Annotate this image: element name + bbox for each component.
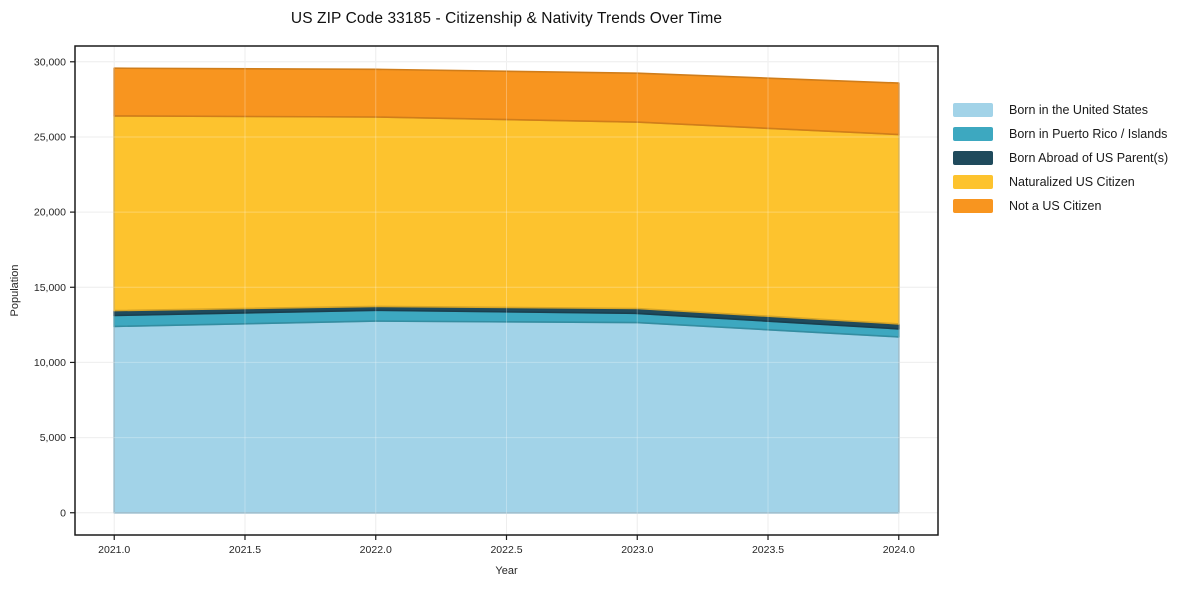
- legend-swatch: [953, 198, 993, 213]
- legend-swatch: [953, 174, 993, 189]
- x-axis-label: Year: [495, 565, 518, 577]
- y-tick-label: 25,000: [34, 131, 66, 143]
- x-tick-label: 2022.0: [360, 544, 392, 556]
- x-tick-label: 2021.0: [98, 544, 130, 556]
- legend: Born in the United States Born in Puerto …: [953, 102, 1168, 213]
- area-not-a-us-citizen: [113, 67, 900, 136]
- legend-swatch: [953, 126, 993, 141]
- legend-label: Naturalized US Citizen: [1009, 174, 1135, 189]
- legend-item: Not a US Citizen: [953, 198, 1168, 213]
- legend-item: Born Abroad of US Parent(s): [953, 150, 1168, 165]
- y-tick-label: 0: [60, 507, 66, 519]
- legend-label: Born in Puerto Rico / Islands: [1009, 126, 1168, 141]
- x-tick-label: 2023.0: [621, 544, 653, 556]
- legend-item: Born in Puerto Rico / Islands: [953, 126, 1168, 141]
- x-tick-label: 2024.0: [883, 544, 915, 556]
- y-tick-label: 20,000: [34, 207, 66, 219]
- x-tick-label: 2023.5: [752, 544, 784, 556]
- y-tick-label: 30,000: [34, 56, 66, 68]
- legend-item: Naturalized US Citizen: [953, 174, 1168, 189]
- x-tick-label: 2022.5: [490, 544, 522, 556]
- legend-label: Not a US Citizen: [1009, 198, 1102, 213]
- y-tick-label: 10,000: [34, 357, 66, 369]
- chart-title: US ZIP Code 33185 - Citizenship & Nativi…: [290, 10, 723, 27]
- legend-item: Born in the United States: [953, 102, 1168, 117]
- y-tick-label: 5,000: [40, 432, 66, 444]
- legend-label: Born in the United States: [1009, 102, 1148, 117]
- x-tick-label: 2021.5: [229, 544, 261, 556]
- legend-label: Born Abroad of US Parent(s): [1009, 150, 1169, 165]
- y-axis-label: Population: [9, 265, 21, 317]
- y-tick-label: 15,000: [34, 282, 66, 294]
- legend-swatch: [953, 150, 993, 165]
- legend-swatch: [953, 102, 993, 117]
